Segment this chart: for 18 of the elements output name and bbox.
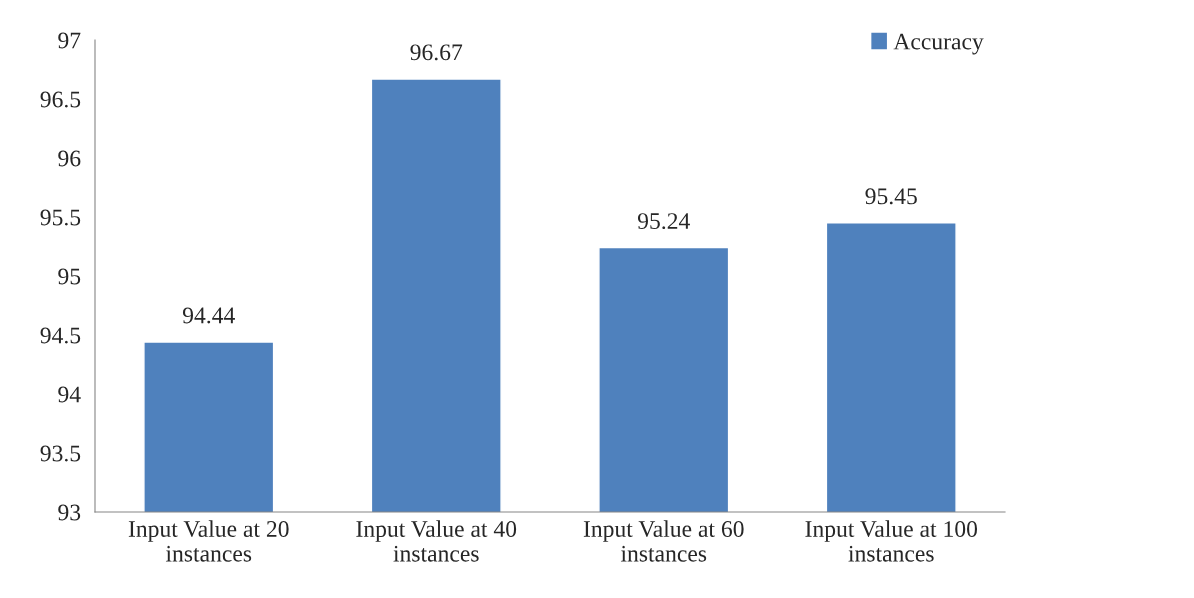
data-label: 95.45 bbox=[865, 188, 917, 205]
y-tick-label: 95.5 bbox=[40, 209, 81, 226]
y-tick-label: 93 bbox=[58, 504, 81, 521]
y-tick-label: 94 bbox=[58, 386, 81, 403]
y-tick-label: 96.5 bbox=[40, 91, 81, 108]
y-tick-label: 97 bbox=[58, 32, 81, 49]
y-tick-label: 96 bbox=[58, 150, 81, 167]
x-tick-label: Input Value at 40 instances bbox=[356, 520, 517, 562]
data-label: 94.44 bbox=[182, 307, 235, 324]
y-tick-label: 95 bbox=[58, 268, 81, 285]
data-label: 96.67 bbox=[410, 44, 463, 61]
legend-label: Accuracy bbox=[893, 33, 984, 55]
y-tick-label: 93.5 bbox=[40, 445, 81, 462]
y-tick-label: 94.5 bbox=[40, 327, 81, 344]
data-label: 95.24 bbox=[637, 213, 690, 230]
x-tick-label: Input Value at 60 instances bbox=[583, 520, 744, 562]
x-tick-label: Input Value at 20 instances bbox=[128, 520, 289, 562]
x-tick-label: Input Value at 100 instances bbox=[805, 520, 978, 562]
